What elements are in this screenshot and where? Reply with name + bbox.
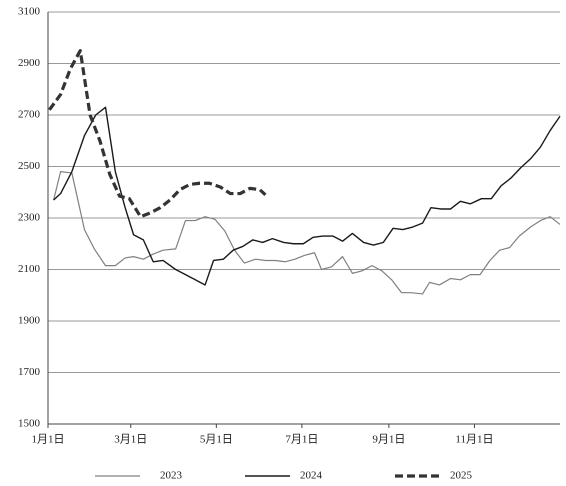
series-line <box>53 106 561 286</box>
series-line <box>53 171 561 295</box>
y-tick-label: 2300 <box>18 212 41 224</box>
x-tick-label: 5月1日 <box>200 434 233 446</box>
y-tick-label: 1700 <box>18 366 41 378</box>
y-tick-label: 2900 <box>18 57 41 69</box>
y-tick-label: 1900 <box>18 315 41 327</box>
x-tick-label: 7月1日 <box>285 434 318 446</box>
x-tick-label: 11月1日 <box>455 434 493 446</box>
legend-label: 2023 <box>160 470 183 482</box>
x-tick-label: 1月1日 <box>32 434 65 446</box>
series-line <box>48 49 267 219</box>
y-tick-label: 2700 <box>18 109 41 121</box>
y-tick-label: 2100 <box>18 263 41 275</box>
legend-label: 2024 <box>300 470 323 482</box>
y-tick-label: 3100 <box>18 6 41 18</box>
x-tick-label: 3月1日 <box>114 434 147 446</box>
legend-label: 2025 <box>450 470 473 482</box>
x-tick-label: 9月1日 <box>372 434 405 446</box>
y-tick-label: 2500 <box>18 160 41 172</box>
y-tick-label: 1500 <box>18 418 41 430</box>
